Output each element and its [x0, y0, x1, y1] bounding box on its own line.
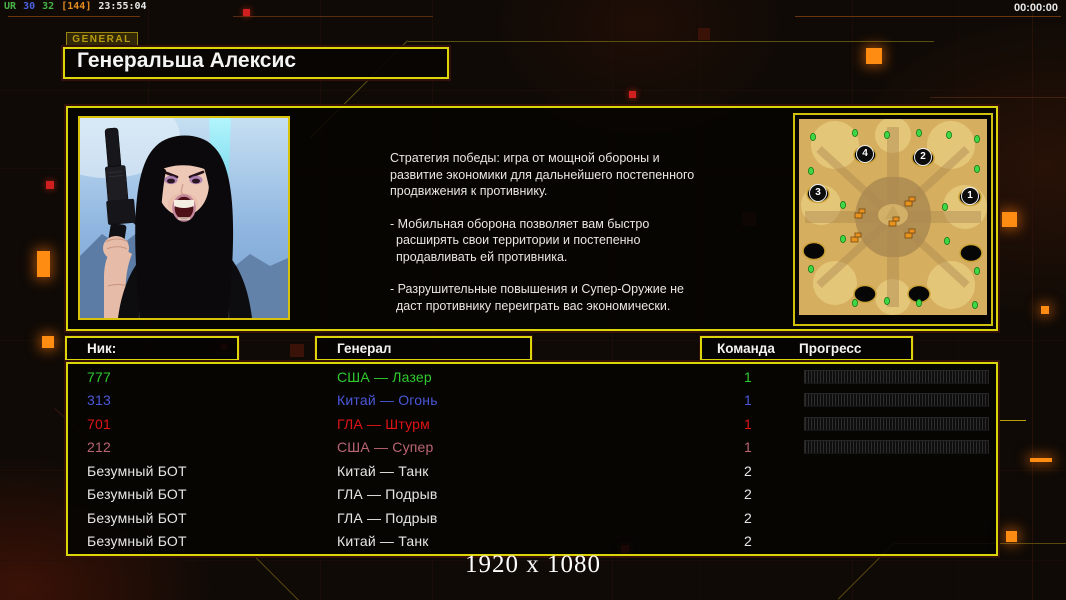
- game-timer: 00:00:00: [1013, 2, 1058, 14]
- player-nick: Безумный БОТ: [87, 533, 187, 550]
- player-row: 212 США — Супер 1: [70, 436, 994, 460]
- debug-part: UR: [4, 1, 17, 12]
- debug-part: 32: [42, 1, 55, 12]
- debug-part: 30: [23, 1, 36, 12]
- player-general: ГЛА — Штурм: [337, 415, 430, 432]
- header-nick: Ник:: [65, 336, 239, 361]
- header-general: Генерал: [315, 336, 532, 361]
- header-progress: Прогресс: [799, 341, 862, 356]
- debug-overlay-text: UR 30 32 [144] 23:55:04: [4, 1, 148, 12]
- player-nick: Безумный БОТ: [87, 509, 187, 526]
- player-team: 2: [744, 509, 752, 526]
- general-portrait: [36, 94, 290, 320]
- player-team: 1: [744, 415, 752, 432]
- map-start-marker-4: 4: [856, 145, 874, 163]
- strategy-paragraph: Стратегия победы: игра от мощной обороны…: [390, 151, 695, 198]
- debug-part: [144]: [61, 1, 92, 12]
- player-load-progressbar: [804, 416, 989, 431]
- general-tab-label: GENERAL: [66, 32, 138, 48]
- player-load-progressbar: [804, 440, 989, 455]
- strategy-paragraph: - Мобильная оборона позволяет вам быстро…: [390, 216, 650, 264]
- player-row: Безумный БОТ ГЛА — Подрыв 2: [70, 483, 994, 507]
- player-general: ГЛА — Подрыв: [337, 486, 438, 503]
- player-general: Китай — Огонь: [337, 392, 438, 409]
- portrait-image: [36, 94, 288, 319]
- player-row: Безумный БОТ ГЛА — Подрыв 2: [70, 506, 994, 530]
- player-general: США — Лазер: [337, 368, 432, 385]
- player-team: 1: [744, 368, 752, 385]
- player-row: 313 Китай — Огонь 1: [70, 389, 994, 413]
- player-table: 777 США — Лазер 1 313 Китай — Огонь 1 70…: [66, 362, 998, 556]
- player-team: 2: [744, 533, 752, 550]
- player-row: Безумный БОТ Китай — Танк 2: [70, 530, 994, 554]
- player-team: 1: [744, 439, 752, 456]
- player-team: 1: [744, 392, 752, 409]
- map-preview: 1 2 3 4: [793, 113, 993, 326]
- player-nick: Безумный БОТ: [87, 486, 187, 503]
- player-general: ГЛА — Подрыв: [337, 509, 438, 526]
- strategy-paragraph: - Разрушительные повышения и Супер-Оружи…: [390, 282, 684, 313]
- player-general: Китай — Танк: [337, 462, 429, 479]
- player-row: 701 ГЛА — Штурм 1: [70, 412, 994, 436]
- player-team: 2: [744, 486, 752, 503]
- header-team: Команда: [717, 341, 775, 356]
- player-nick: 777: [87, 368, 111, 385]
- player-load-progressbar: [804, 393, 989, 408]
- player-nick: Безумный БОТ: [87, 462, 187, 479]
- map-start-marker-1: 1: [961, 187, 979, 205]
- resolution-label: 1920 x 1080: [465, 551, 601, 578]
- general-title: Генеральша Алексис: [63, 47, 449, 79]
- player-load-progressbar: [804, 369, 989, 384]
- player-general: США — Супер: [337, 439, 434, 456]
- debug-clock: 23:55:04: [98, 1, 147, 12]
- player-nick: 313: [87, 392, 111, 409]
- player-row: 777 США — Лазер 1: [70, 365, 994, 389]
- map-start-marker-2: 2: [914, 148, 932, 166]
- header-team-progress: Команда Прогресс: [700, 336, 913, 361]
- player-team: 2: [744, 462, 752, 479]
- map-start-marker-3: 3: [809, 184, 827, 202]
- player-nick: 212: [87, 439, 111, 456]
- player-general: Китай — Танк: [337, 533, 429, 550]
- strategy-text: Стратегия победы: игра от мощной обороны…: [390, 150, 702, 330]
- player-table-body: 777 США — Лазер 1 313 Китай — Огонь 1 70…: [70, 365, 994, 553]
- player-row: Безумный БОТ Китай — Танк 2: [70, 459, 994, 483]
- general-info-panel: Стратегия победы: игра от мощной обороны…: [36, 94, 998, 331]
- map-preview-image: [799, 117, 987, 315]
- player-nick: 701: [87, 415, 111, 432]
